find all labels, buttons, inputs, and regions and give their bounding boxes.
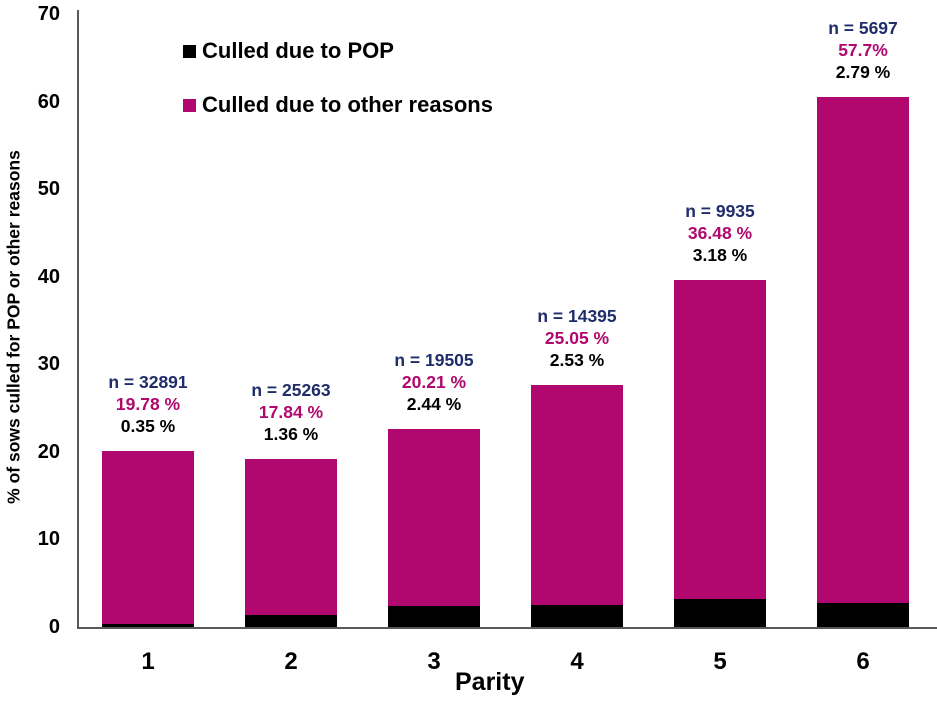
sample-size-label: n = 9935 (685, 200, 755, 221)
x-tick-label: 4 (570, 648, 584, 675)
sample-size-label: n = 25263 (251, 379, 331, 400)
bar-annotation-parity-2: n = 25263 17.84 % 1.36 % (221, 379, 361, 445)
bar-segment-pop (388, 605, 480, 627)
pop-percent-label: 1.36 % (263, 423, 319, 444)
x-tick-label: 6 (856, 648, 870, 675)
other-reasons-percent-label: 25.05 % (544, 328, 610, 349)
bar-parity-2 (245, 458, 337, 627)
legend-swatch-pop-icon (183, 44, 196, 58)
y-tick-label: 40 (37, 265, 60, 288)
bar-segment-pop (245, 615, 337, 627)
y-tick-label: 0 (48, 616, 60, 638)
y-tick-label: 30 (37, 353, 60, 376)
pop-percent-label: 0.35 % (120, 415, 176, 436)
bar-segment-other (817, 97, 909, 603)
bar-parity-5 (674, 279, 766, 627)
legend-label-other: Culled due to other reasons (202, 92, 493, 117)
bar-parity-1 (102, 450, 194, 627)
x-axis-line (77, 627, 937, 629)
y-tick-label: 50 (37, 178, 60, 201)
x-tick-label: 5 (713, 648, 727, 675)
other-reasons-percent-label: 17.84 % (258, 401, 324, 422)
x-tick-label: 1 (141, 648, 155, 675)
sample-size-label: n = 19505 (394, 349, 474, 370)
bar-segment-pop (531, 604, 623, 627)
pop-percent-label: 2.79 % (835, 62, 891, 83)
x-tick-label: 3 (427, 648, 441, 675)
y-axis-label: % of sows culled for POP or other reason… (3, 150, 24, 504)
legend-item-pop: Culled due to POP (183, 36, 493, 66)
bar-segment-other (388, 428, 480, 606)
x-axis-label: Parity (455, 668, 525, 696)
other-reasons-percent-label: 19.78 % (115, 393, 181, 414)
y-tick-label: 10 (37, 528, 60, 551)
bar-segment-other (531, 385, 623, 605)
pop-percent-label: 2.44 % (406, 393, 462, 414)
bar-segment-other (245, 458, 337, 616)
legend: Culled due to POP Culled due to other re… (183, 36, 493, 144)
legend-swatch-other-icon (183, 98, 196, 112)
bar-annotation-parity-6: n = 5697 57.7% 2.79 % (793, 17, 933, 83)
sample-size-label: n = 5697 (828, 18, 898, 39)
x-tick-label: 2 (284, 648, 298, 675)
bar-segment-pop (674, 599, 766, 627)
bar-parity-6 (817, 97, 909, 627)
pop-percent-label: 2.53 % (549, 350, 605, 371)
other-reasons-percent-label: 20.21 % (401, 371, 467, 392)
y-tick-label: 60 (37, 90, 60, 113)
bar-annotation-parity-4: n = 14395 25.05 % 2.53 % (507, 305, 647, 371)
legend-label-pop: Culled due to POP (202, 38, 394, 63)
bar-annotation-parity-5: n = 9935 36.48 % 3.18 % (650, 200, 790, 266)
bar-annotation-parity-1: n = 32891 19.78 % 0.35 % (78, 371, 218, 437)
other-reasons-percent-label: 36.48 % (687, 222, 753, 243)
pop-percent-label: 3.18 % (692, 244, 748, 265)
other-reasons-percent-label: 57.7% (838, 40, 888, 61)
legend-item-other: Culled due to other reasons (183, 90, 493, 120)
sample-size-label: n = 14395 (537, 306, 617, 327)
y-tick-label: 70 (37, 3, 60, 25)
bar-parity-4 (531, 385, 623, 627)
bar-segment-pop (817, 602, 909, 627)
bar-segment-other (674, 279, 766, 600)
bar-segment-pop (102, 623, 194, 627)
y-tick-label: 20 (37, 440, 60, 463)
bar-annotation-parity-3: n = 19505 20.21 % 2.44 % (364, 349, 504, 415)
bar-parity-3 (388, 428, 480, 627)
bar-segment-other (102, 450, 194, 624)
sample-size-label: n = 32891 (108, 371, 188, 392)
y-axis-line (77, 10, 79, 628)
